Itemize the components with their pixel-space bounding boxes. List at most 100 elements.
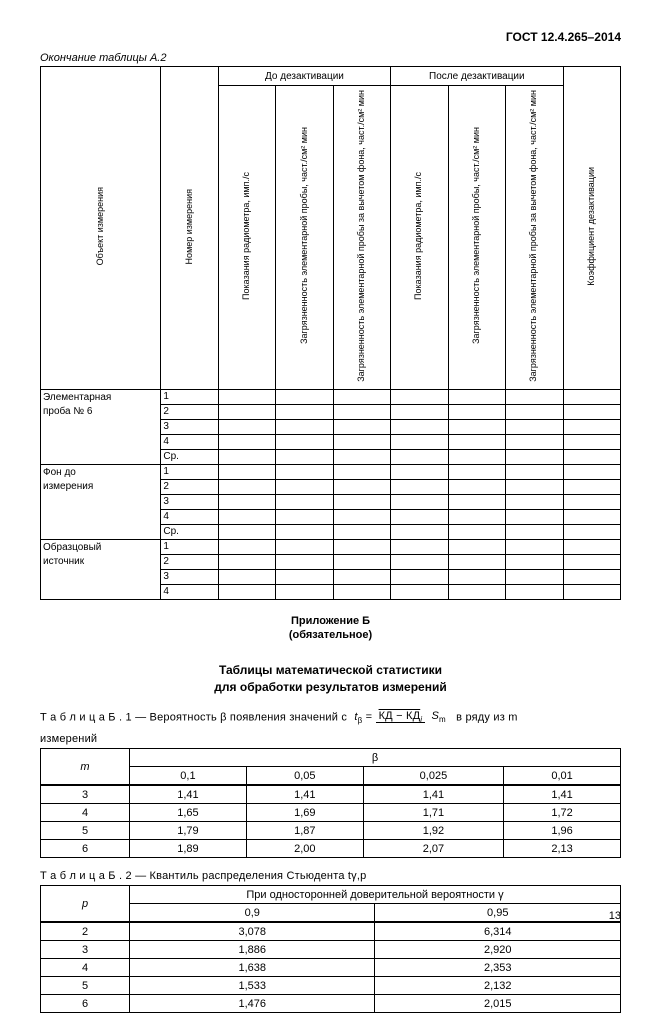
col-header: 0,01 [504, 767, 621, 786]
data-cell [218, 494, 275, 509]
data-cell [506, 554, 563, 569]
value-cell: 3,078 [130, 922, 375, 941]
caption-b1: Т а б л и ц а Б . 1 — Вероятность β появ… [40, 710, 621, 725]
row-number: 2 [161, 554, 218, 569]
data-cell [218, 419, 275, 434]
value-cell: 6,314 [375, 922, 621, 941]
value-cell: 1,72 [504, 804, 621, 822]
data-cell [391, 539, 448, 554]
data-cell [276, 434, 333, 449]
data-cell [218, 524, 275, 539]
data-cell [506, 509, 563, 524]
data-cell [218, 569, 275, 584]
value-cell: 1,41 [363, 785, 503, 804]
data-cell [506, 434, 563, 449]
data-cell [333, 389, 390, 404]
data-cell [276, 569, 333, 584]
data-cell [448, 584, 505, 599]
data-cell [218, 554, 275, 569]
data-cell [333, 554, 390, 569]
col-header: 0,95 [375, 904, 621, 923]
data-cell [333, 494, 390, 509]
data-cell [563, 464, 620, 479]
data-cell [563, 479, 620, 494]
annex-b-title: Приложение Б (обязательное) [40, 614, 621, 643]
row-number: 3 [161, 494, 218, 509]
data-cell [448, 434, 505, 449]
object-label: Образцовый [41, 539, 161, 554]
data-cell [391, 419, 448, 434]
data-cell [448, 419, 505, 434]
data-cell [448, 569, 505, 584]
value-cell: 2,13 [504, 840, 621, 858]
object-label: источник [41, 554, 161, 569]
data-cell [391, 479, 448, 494]
data-cell [218, 539, 275, 554]
section-title: Таблицы математической статистики для об… [40, 662, 621, 696]
col-number: Номер измерения [185, 185, 195, 268]
table-a2: Объект измерения Номер измерения До деза… [40, 66, 621, 600]
data-cell [391, 584, 448, 599]
data-cell [391, 509, 448, 524]
m-cell: 5 [41, 822, 130, 840]
data-cell [333, 584, 390, 599]
m-cell: 4 [41, 804, 130, 822]
col-radiometer-2: Показания радиометра, имп./с [414, 168, 424, 304]
data-cell [276, 524, 333, 539]
data-cell [333, 434, 390, 449]
row-number: 1 [161, 389, 218, 404]
row-number: 4 [161, 434, 218, 449]
col-contam-bg-1: Загрязненность элементарной пробы за выч… [357, 86, 367, 386]
data-cell [563, 539, 620, 554]
row-number: 1 [161, 539, 218, 554]
data-cell [506, 479, 563, 494]
value-cell: 1,79 [130, 822, 247, 840]
data-cell [391, 569, 448, 584]
data-cell [506, 524, 563, 539]
data-cell [333, 539, 390, 554]
col-radiometer-1: Показания радиометра, имп./с [242, 168, 252, 304]
row-number: 4 [161, 509, 218, 524]
p-cell: 6 [41, 995, 130, 1013]
col-contam-1: Загрязненность элементарной пробы, част.… [300, 123, 310, 348]
value-cell: 1,886 [130, 941, 375, 959]
value-cell: 1,41 [130, 785, 247, 804]
data-cell [218, 464, 275, 479]
value-cell: 2,00 [246, 840, 363, 858]
p-cell: 2 [41, 922, 130, 941]
data-cell [563, 569, 620, 584]
table-b1: m β 0,10,050,0250,01 31,411,411,411,4141… [40, 748, 621, 858]
row-number: 2 [161, 479, 218, 494]
data-cell [333, 524, 390, 539]
data-cell [563, 449, 620, 464]
object-label: Элементарная [41, 389, 161, 404]
data-cell [276, 554, 333, 569]
data-cell [448, 449, 505, 464]
data-cell [276, 479, 333, 494]
data-cell [448, 509, 505, 524]
data-cell [333, 419, 390, 434]
data-cell [506, 494, 563, 509]
value-cell: 1,92 [363, 822, 503, 840]
data-cell [448, 554, 505, 569]
row-number: 2 [161, 404, 218, 419]
row-number: 4 [161, 584, 218, 599]
data-cell [333, 404, 390, 419]
data-cell [563, 389, 620, 404]
standard-header: ГОСТ 12.4.265–2014 [40, 30, 621, 44]
data-cell [448, 479, 505, 494]
data-cell [218, 584, 275, 599]
data-cell [448, 464, 505, 479]
data-cell [563, 524, 620, 539]
data-cell [391, 449, 448, 464]
data-cell [218, 479, 275, 494]
table-continuation: Окончание таблицы А.2 [40, 52, 621, 64]
data-cell [448, 404, 505, 419]
p-cell: 5 [41, 977, 130, 995]
caption-b1-line2: измерений [40, 733, 621, 745]
data-cell [563, 509, 620, 524]
object-label: измерения [41, 479, 161, 494]
data-cell [391, 494, 448, 509]
data-cell [506, 389, 563, 404]
m-cell: 6 [41, 840, 130, 858]
